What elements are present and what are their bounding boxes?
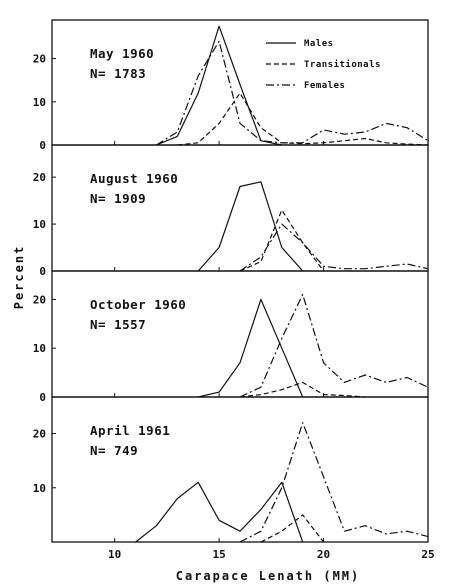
y-tick-label: 0 bbox=[39, 139, 46, 152]
series-line-males bbox=[135, 481, 304, 543]
panel-august-1960: 0 10 20 August 1960 N= 1909 bbox=[33, 144, 429, 278]
y-axis-title: Percent bbox=[12, 245, 26, 310]
series-line-males bbox=[197, 181, 304, 272]
y-tick-label: 0 bbox=[39, 265, 46, 278]
panel-title: August 1960 bbox=[90, 171, 178, 186]
series-line-females bbox=[156, 40, 429, 146]
y-tick-label: 10 bbox=[33, 96, 46, 109]
legend-label-males: Males bbox=[304, 39, 334, 49]
y-tick-label: 10 bbox=[33, 218, 46, 231]
x-axis-title: Carapace Lenath (MM) bbox=[176, 569, 361, 583]
legend-label-transitionals: Transitionals bbox=[304, 59, 381, 70]
legend-label-females: Females bbox=[304, 81, 345, 91]
series-line-females bbox=[239, 293, 429, 398]
panel-n-label: N= 749 bbox=[90, 443, 138, 458]
panel-title: April 1961 bbox=[90, 423, 170, 438]
series-line-transitionals bbox=[260, 514, 325, 543]
y-tick-label: 20 bbox=[33, 171, 46, 184]
series-line-transitionals bbox=[177, 92, 429, 146]
y-tick-label: 20 bbox=[33, 293, 46, 306]
y-tick-label: 20 bbox=[33, 53, 46, 66]
x-tick-label: 25 bbox=[421, 548, 434, 561]
y-tick-label: 10 bbox=[33, 482, 46, 495]
x-tick-label: 10 bbox=[108, 548, 121, 561]
x-tick-label: 20 bbox=[317, 548, 330, 561]
legend: Males Transitionals Females bbox=[266, 39, 381, 91]
x-tick-label: 15 bbox=[212, 548, 225, 561]
panel-may-1960: 0 10 20 May 1960 N= 1783 bbox=[33, 19, 429, 152]
panel-n-label: N= 1909 bbox=[90, 191, 146, 206]
panel-april-1961: 10 20 April 1961 N= 749 bbox=[33, 396, 429, 543]
panel-n-label: N= 1557 bbox=[90, 317, 146, 332]
y-tick-label: 10 bbox=[33, 342, 46, 355]
series-line-transitionals bbox=[239, 209, 325, 272]
panel-title: October 1960 bbox=[90, 297, 186, 312]
panel-title: May 1960 bbox=[90, 46, 154, 61]
series-line-males bbox=[198, 298, 304, 398]
series-line-females bbox=[239, 422, 429, 543]
y-tick-label: 20 bbox=[33, 428, 46, 441]
y-tick-label: 0 bbox=[39, 391, 46, 404]
series-line-females bbox=[239, 223, 429, 272]
panel-n-label: N= 1783 bbox=[90, 66, 146, 81]
series-line-transitionals bbox=[239, 381, 366, 398]
